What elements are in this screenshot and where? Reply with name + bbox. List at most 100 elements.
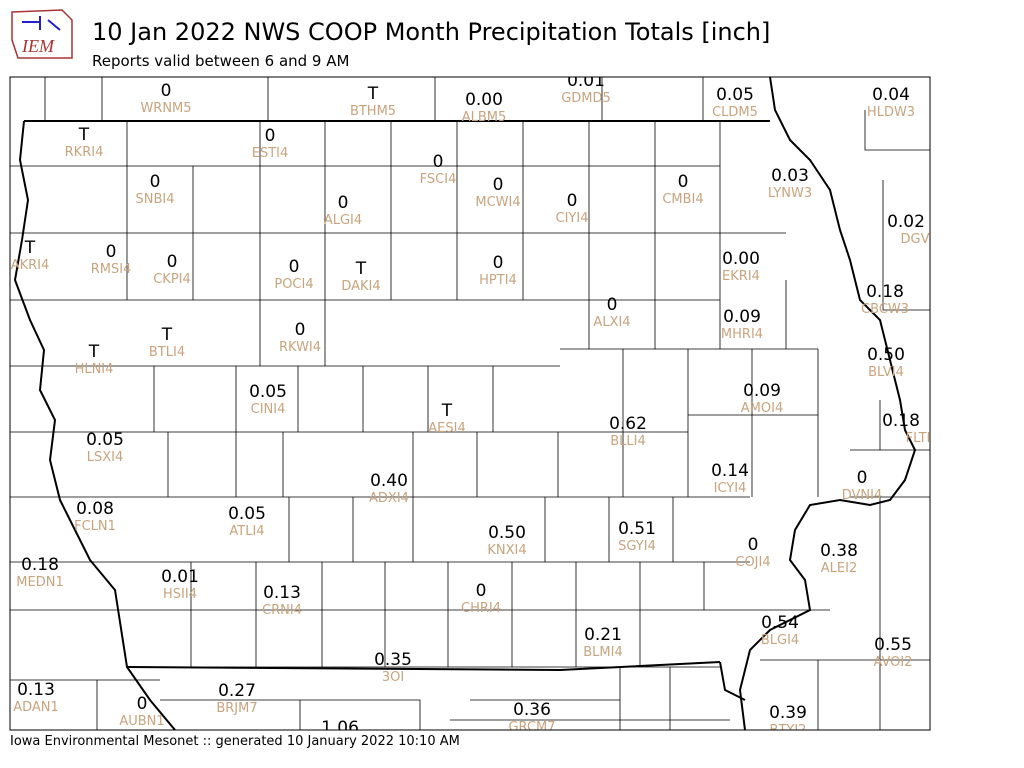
station-value: 0.08 [76,499,114,519]
station-value: 1.06 [321,718,359,738]
station-id: HSII4 [163,587,197,602]
station-value: 0 [265,126,276,146]
station-value: 0.00 [465,90,503,110]
station-value: 0.54 [761,613,799,633]
mississippi-river [738,77,917,730]
station-id: RKRI4 [65,145,104,160]
station-id: AKRI4 [11,258,50,273]
station-id: AVOI2 [873,655,912,670]
station-value: 0.51 [618,519,656,539]
station-id: POCI4 [274,277,313,292]
station-id: WRNM5 [140,101,191,116]
station-value: 0 [678,172,689,192]
station-id: MHRI4 [721,327,763,342]
county-lines [10,77,930,730]
state-border [24,120,770,672]
station-id: ADAN1 [13,700,59,715]
station-value: 0 [607,295,618,315]
station-id: EKRI4 [722,269,760,284]
station-id: DAKI4 [341,279,380,294]
station-id: BLMI4 [583,645,622,660]
station-value: 0.18 [882,411,920,431]
station-value: 0.13 [17,680,55,700]
station-id: FCLN1 [74,519,116,534]
station-value: 0 [295,320,306,340]
station-value: 0.21 [584,625,622,645]
station-value: 0.18 [866,282,904,302]
station-id: RMSI4 [91,262,132,277]
station-value: 0.09 [743,381,781,401]
station-value: 0.40 [370,471,408,491]
station-id: RKWI4 [279,340,321,355]
station-id: COJI4 [735,555,770,570]
station-id: ESTI4 [252,146,289,161]
station-id: AMOI4 [741,401,783,416]
station-id: BTLI4 [149,345,185,360]
station-id: FLTI [906,431,931,446]
station-value: 0 [137,694,148,714]
map-frame [9,76,931,731]
station-id: ATLI4 [229,524,264,539]
station-id: MEDN1 [16,575,63,590]
station-value: 0.04 [872,85,910,105]
station-id: DVNI4 [842,488,883,503]
station-value: T [78,125,90,145]
station-id: BTYI2 [770,723,807,738]
station-value: 0 [106,242,117,262]
station-value: 0 [167,252,178,272]
station-value: 0.09 [723,307,761,327]
station-id: CHRI4 [461,601,501,616]
station-value: T [441,401,453,421]
station-value: 0 [567,191,578,211]
station-id: CLDM5 [712,105,758,120]
station-id: 3OI [382,670,404,685]
station-id: BLVI4 [868,365,904,380]
station-value: T [88,342,100,362]
station-value: T [161,325,173,345]
station-value: 0.38 [820,541,858,561]
station-value: 0.50 [867,345,905,365]
station-id: AUBN1 [119,714,164,729]
station-value: 0.39 [769,703,807,723]
station-value: 0.14 [711,461,749,481]
station-value: 0.27 [218,681,256,701]
station-value: T [24,238,36,258]
station-value: 0.00 [722,249,760,269]
station-id: SNBI4 [136,192,175,207]
station-value: 0.62 [609,414,647,434]
station-value: 0.05 [228,504,266,524]
station-value: 0.01 [161,567,199,587]
missouri-river [13,120,176,730]
station-id: SGYI4 [618,539,656,554]
station-id: CRNI4 [262,603,302,618]
station-id: ICYI4 [714,481,747,496]
station-id: AESI4 [428,421,465,436]
station-value: 0.02 [887,212,925,232]
station-value: 0.18 [21,555,59,575]
station-value: 0 [857,468,868,488]
station-id: ALGI4 [324,213,362,228]
station-value: 0.05 [716,85,754,105]
station-id: ALXI4 [593,315,630,330]
title: 10 Jan 2022 NWS COOP Month Precipitation… [92,18,770,46]
station-id: MCWI4 [475,195,520,210]
station-value: 0 [161,81,172,101]
station-id: ALEI2 [821,561,857,576]
station-value: 0 [338,193,349,213]
station-value: 0 [289,257,300,277]
station-id: GDMD5 [561,91,611,106]
station-value: 0.50 [488,523,526,543]
station-value: 0.36 [513,700,551,720]
station-id: CBCW3 [861,302,909,317]
des-moines-river [719,661,746,701]
station-value: 0.05 [86,430,124,450]
station-id: CKPI4 [153,272,191,287]
station-id: FSCI4 [420,172,457,187]
station-id: ALBM5 [462,110,507,125]
station-id: BLLI4 [610,434,646,449]
station-value: 0 [748,535,759,555]
logo-text: IEM [21,36,55,56]
station-id: LSXI4 [87,450,124,465]
